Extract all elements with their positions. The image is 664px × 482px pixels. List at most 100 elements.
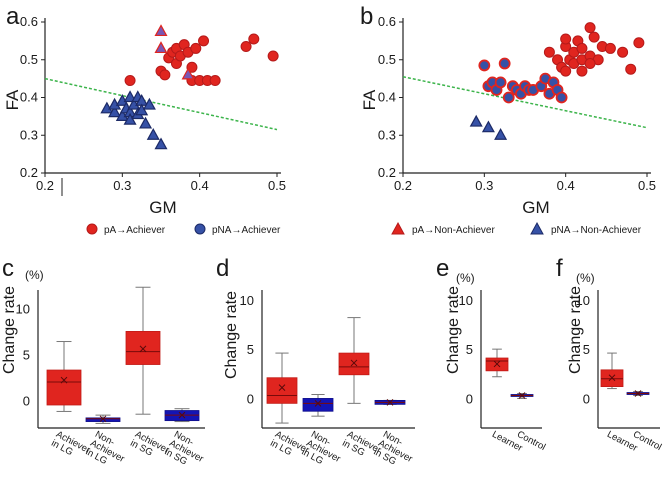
scatter-b-trend-line — [402, 76, 648, 129]
scatter-b-point — [494, 128, 508, 140]
scatter-a-point — [248, 33, 260, 45]
scatter-b-point — [478, 59, 491, 72]
scatter-a-point — [124, 75, 136, 87]
scatter-b-ytick-label: 0.6 — [378, 14, 396, 29]
legend-label-pNA-non-achiever: pNA→Non-Achiever — [551, 225, 642, 236]
scatter-b-ylabel: FA — [360, 89, 379, 110]
box-d-3-category-label: Non-Achieverin SG — [372, 429, 419, 474]
box-c-1-mean-marker — [99, 415, 107, 423]
scatter-a-xtick-label: 0.4 — [191, 178, 209, 193]
legend-marker-pNA-non-achiever — [530, 221, 544, 235]
box-c-ytick-label: 0 — [23, 393, 30, 408]
box-c-unit: (%) — [25, 268, 44, 282]
box-c-1-body — [85, 417, 121, 422]
box-c-ytick-label: 10 — [16, 301, 30, 316]
scatter-b-point — [560, 33, 572, 45]
box-d-3-mean-marker — [386, 399, 394, 406]
scatter-a-point — [108, 105, 122, 118]
panel-label-e: e — [436, 255, 449, 282]
scatter-b-point — [560, 65, 572, 77]
box-e-ylabel: Change rate — [445, 286, 462, 374]
box-e-ytick-label: 0 — [466, 391, 473, 406]
box-d-2-mean-marker — [350, 359, 358, 367]
scatter-a-ytick-label: 0.5 — [20, 52, 38, 67]
scatter-b-point — [584, 58, 596, 70]
box-e-1-mean-marker — [518, 392, 526, 399]
scatter-b-point — [625, 63, 637, 75]
box-c-ytick-label: 5 — [23, 347, 30, 362]
panel-label-b: b — [360, 3, 373, 30]
legend-label-pA-non-achiever: pA→Non-Achiever — [412, 225, 495, 236]
box-c-1-category-label: Non-Achieverin LG — [84, 429, 131, 474]
scatter-a-point — [142, 97, 156, 110]
box-f-ytick-label: 10 — [576, 293, 590, 308]
panel-label-f: f — [556, 255, 563, 282]
legend-label-pNA-achiever: pNA→Achiever — [212, 225, 281, 236]
scatter-a-xtick-label: 0.5 — [268, 178, 286, 193]
scatter-b-point — [604, 42, 616, 54]
panel-label-a: a — [6, 3, 20, 30]
box-d-1-category-label: Non-Achieverin LG — [300, 429, 347, 474]
scatter-a-ytick-label: 0.4 — [20, 90, 38, 105]
scatter-a-point — [209, 75, 221, 87]
scatter-b-ytick-label: 0.4 — [378, 90, 396, 105]
scatter-a-ytick-label: 0.3 — [20, 127, 38, 142]
scatter-a-point — [159, 69, 171, 81]
box-f-0-mean-marker — [608, 374, 616, 382]
box-c-2-category-label: Achieverin SG — [128, 429, 171, 465]
scatter-b-point — [555, 91, 568, 104]
box-d-ytick-label: 10 — [240, 293, 254, 308]
box-c-2-mean-marker — [139, 345, 147, 353]
scatter-a-point — [123, 112, 137, 125]
box-f-unit: (%) — [576, 271, 595, 285]
scatter-b-point — [494, 76, 507, 89]
box-d-0-body — [266, 377, 298, 404]
scatter-a-point — [181, 67, 195, 80]
box-f-ylabel: Change rate — [567, 286, 584, 374]
scatter-a-point — [190, 42, 202, 54]
scatter-b-point — [502, 91, 515, 104]
scatter-a-point — [267, 50, 279, 62]
scatter-a-point — [135, 103, 149, 116]
scatter-a-point — [154, 137, 168, 150]
scatter-a-point — [186, 61, 198, 73]
panel-label-d: d — [216, 255, 229, 282]
scatter-b-ytick-label: 0.2 — [378, 165, 396, 180]
scatter-b-point — [633, 37, 645, 49]
box-c-0-category-label: Achieverin LG — [49, 429, 92, 465]
box-d-1-body — [302, 398, 334, 412]
legend-marker-pA-achiever — [86, 223, 98, 235]
box-c-3-mean-marker — [178, 411, 186, 419]
box-c-0-mean-marker — [60, 376, 68, 384]
box-e-unit: (%) — [456, 271, 475, 285]
scatter-a-point — [139, 116, 153, 129]
scatter-b: 0.2 0.3 0.4 0.5 0.2 0.3 0.4 0.5 0.6 — [378, 14, 656, 193]
scatter-a: 0.2 0.3 0.4 0.5 0.2 0.3 0.4 0.5 0.6 — [20, 14, 286, 193]
scatter-b-xtick-label: 0.4 — [557, 178, 575, 193]
scatter-a-point — [154, 41, 168, 54]
box-f-ytick-label: 5 — [583, 342, 590, 357]
scatter-a-ytick-label: 0.2 — [20, 165, 38, 180]
box-c-ylabel: Change rate — [1, 286, 18, 374]
scatter-b-point — [588, 31, 600, 43]
panel-label-c: c — [2, 255, 14, 282]
legend-marker-pNA-achiever — [194, 223, 206, 235]
box-d-ytick-label: 0 — [247, 391, 254, 406]
scatter-a-xtick-label: 0.3 — [113, 178, 131, 193]
box-e-ytick-label: 10 — [459, 293, 473, 308]
box-d-1-mean-marker — [314, 400, 322, 407]
box-c-2-body — [125, 330, 161, 365]
scatter-a-ylabel: FA — [3, 89, 22, 110]
scatter-a-xtick-label: 0.2 — [36, 178, 54, 193]
scatter-a-xlabel: GM — [149, 198, 176, 217]
chart-marks: 0.2 0.3 0.4 0.50.20.30.40.50.60.2 0.3 0.4 0.50… — [16, 14, 664, 474]
box-d-0-mean-marker — [278, 384, 286, 391]
scatter-a-point — [240, 41, 252, 53]
scatter-b-point — [584, 22, 596, 34]
legend-a: pA→Achiever pNA→Achiever — [86, 223, 281, 236]
scatter-a-point — [146, 128, 160, 140]
scatter-b-xtick-label: 0.2 — [394, 178, 412, 193]
box-e-ytick-label: 5 — [466, 342, 473, 357]
